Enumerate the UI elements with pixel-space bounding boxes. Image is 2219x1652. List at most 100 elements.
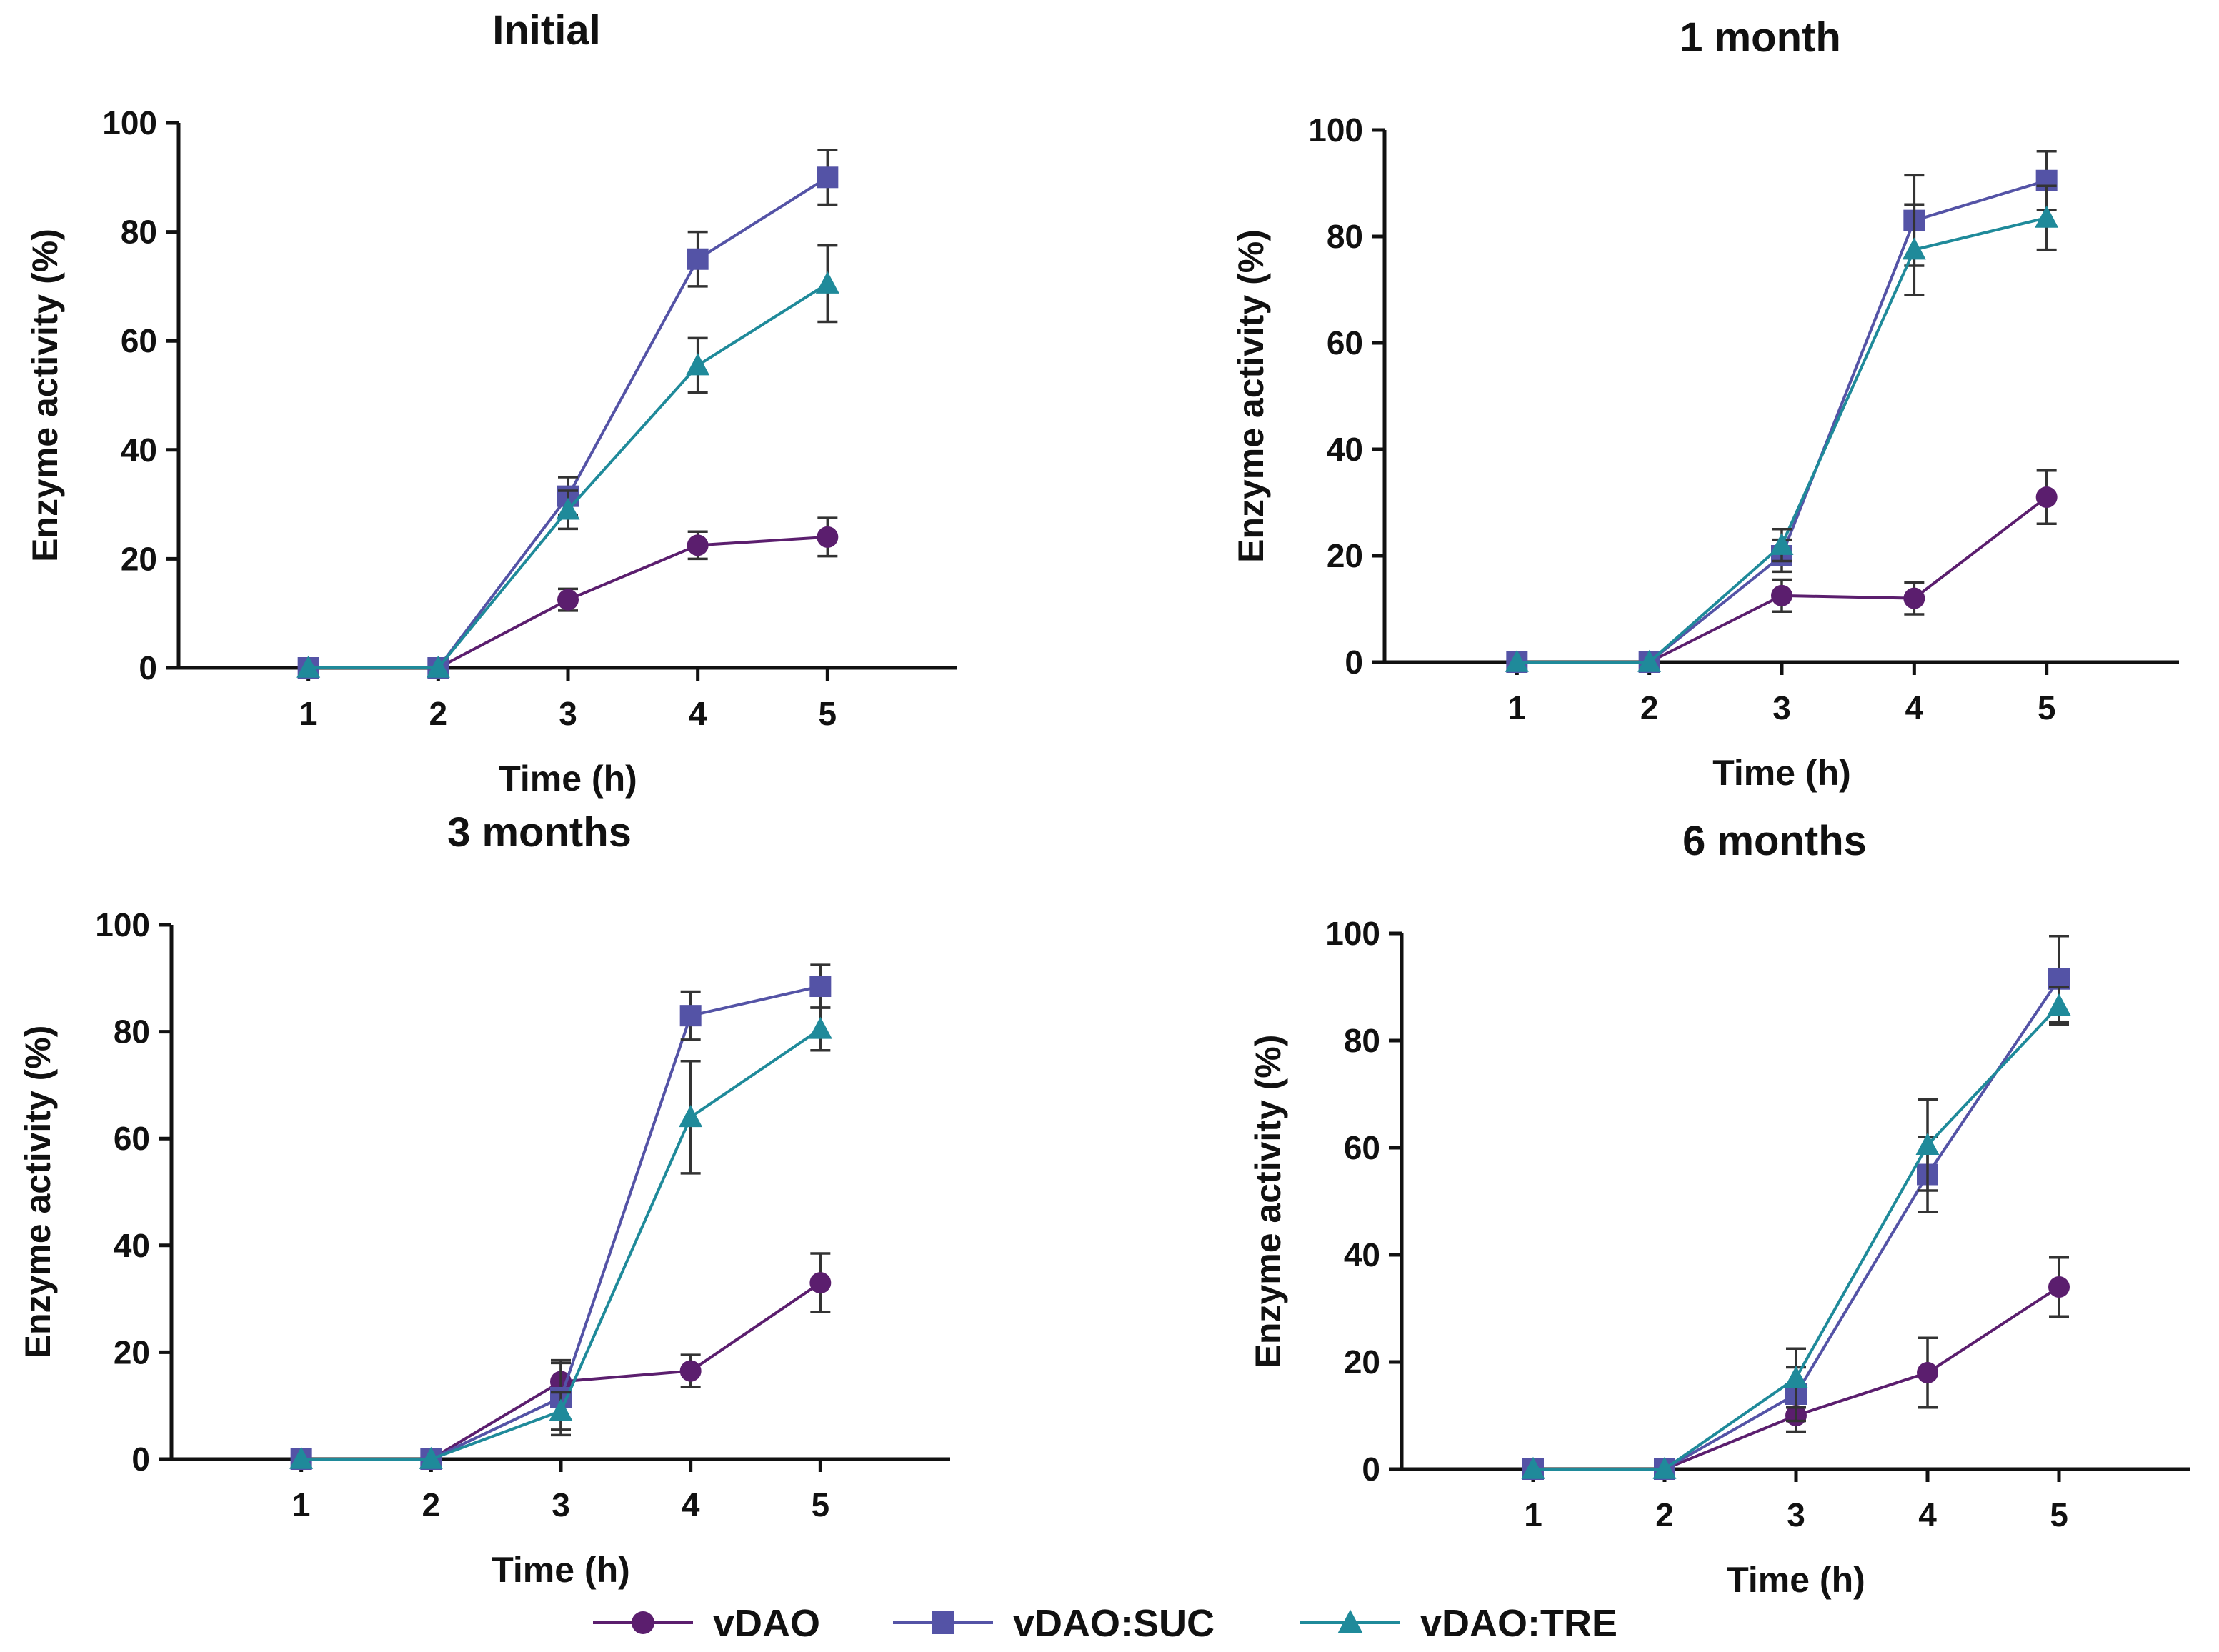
series-vdao-tre (1521, 986, 2071, 1479)
series-vdao-tre (1505, 184, 2059, 672)
y-tick-label: 80 (1344, 1022, 1380, 1059)
x-tick-label: 1 (299, 695, 318, 732)
data-point-vdao-tre (1505, 649, 1529, 672)
chart-panel-initial: Initial 0 20 40 60 80 100 1 2 3 4 5 Time (h) Enzyme a… (25, 7, 957, 799)
x-axis-label: Time (h) (492, 1550, 630, 1590)
y-tick-label: 0 (139, 649, 157, 686)
y-axis-label: Enzyme activity (%) (25, 229, 65, 562)
legend-label: vDAO:SUC (1013, 1602, 1215, 1645)
y-tick-label: 80 (114, 1013, 150, 1051)
data-point-vdao-tre (2047, 993, 2071, 1016)
data-point-vdao-tre (1637, 649, 1662, 672)
chart-panel-6-months: 6 months 0 20 40 60 80 100 1 2 3 4 5 Time (h) Enzyme … (1248, 818, 2190, 1600)
data-point-vdao (817, 526, 839, 548)
data-point-vdao-tre (815, 271, 839, 294)
data-point-vdao-suc (817, 166, 839, 189)
y-axis-label: Enzyme activity (%) (1231, 229, 1271, 563)
x-tick-label: 3 (1772, 689, 1791, 726)
data-point-vdao-tre (556, 497, 580, 520)
series-vdao-tre (296, 244, 839, 678)
legend: vDAO vDAO:SUC vDAO:TRE (593, 1602, 1617, 1645)
data-point-vdao-tre (1521, 1456, 1545, 1479)
data-point-vdao (557, 589, 579, 611)
data-point-vdao (1771, 584, 1792, 606)
y-tick-label: 0 (1362, 1451, 1380, 1488)
chart-title: 1 month (1680, 14, 1841, 61)
legend-item-vdao: vDAO (593, 1602, 820, 1645)
x-tick-label: 1 (1524, 1496, 1542, 1533)
data-point-vdao (2035, 486, 2058, 509)
data-point-vdao (679, 1360, 702, 1382)
y-tick-label: 80 (121, 214, 157, 251)
x-tick-label: 2 (1655, 1496, 1674, 1533)
y-axis-label: Enzyme activity (%) (1248, 1035, 1288, 1368)
data-point-vdao (2048, 1276, 2070, 1298)
data-point-vdao-tre (1915, 1133, 1940, 1156)
x-tick-label: 4 (682, 1486, 700, 1523)
x-tick-label: 1 (292, 1486, 311, 1523)
x-tick-label: 1 (1508, 689, 1527, 726)
data-point-vdao (1903, 587, 1925, 609)
chart-title: 6 months (1682, 818, 1867, 864)
legend-marker (632, 1611, 654, 1634)
y-tick-label: 60 (1344, 1129, 1380, 1166)
y-tick-label: 100 (95, 906, 150, 943)
x-tick-label: 2 (1640, 689, 1659, 726)
legend-marker (932, 1611, 954, 1634)
y-axis-label: Enzyme activity (%) (18, 1026, 58, 1359)
legend-marker (1337, 1609, 1363, 1633)
y-tick-label: 0 (131, 1441, 150, 1478)
chart-title: 3 months (447, 809, 632, 856)
data-point-vdao-tre (549, 1398, 573, 1421)
data-point-vdao-tre (1902, 237, 1926, 260)
x-axis-label: Time (h) (1727, 1560, 1865, 1600)
y-tick-label: 40 (1327, 431, 1363, 468)
x-tick-label: 5 (819, 695, 837, 732)
data-point-vdao-tre (1770, 532, 1794, 555)
y-tick-label: 0 (1345, 644, 1363, 681)
data-point-vdao-tre (426, 655, 450, 678)
data-point-vdao (1917, 1362, 1938, 1383)
x-tick-label: 4 (689, 695, 707, 732)
data-point-vdao (687, 534, 709, 556)
data-point-vdao-suc (687, 248, 709, 270)
data-point-vdao-tre (1784, 1366, 1808, 1388)
y-tick-label: 40 (114, 1227, 150, 1264)
x-tick-label: 5 (2038, 689, 2056, 726)
chart-title: Initial (492, 7, 600, 54)
y-tick-label: 40 (121, 431, 157, 469)
chart-panel-1-month: 1 month 0 20 40 60 80 100 1 2 3 4 5 Time (h) Enzyme a… (1231, 14, 2179, 793)
data-point-vdao-tre (1652, 1456, 1677, 1479)
data-point-vdao-tre (686, 353, 710, 376)
data-point-vdao-tre (679, 1105, 703, 1128)
x-tick-label: 5 (2050, 1496, 2068, 1533)
data-point-vdao-tre (289, 1446, 314, 1469)
x-tick-label: 4 (1905, 689, 1924, 726)
y-tick-label: 100 (1325, 915, 1380, 952)
data-point-vdao-suc (809, 976, 832, 998)
x-tick-label: 5 (812, 1486, 830, 1523)
y-tick-label: 20 (114, 1333, 150, 1371)
y-tick-label: 20 (121, 540, 157, 577)
data-point-vdao-tre (419, 1446, 443, 1469)
data-point-vdao-tre (296, 655, 321, 678)
series-vdao (297, 516, 839, 679)
x-tick-label: 3 (1787, 1496, 1805, 1533)
data-point-vdao-suc (679, 1005, 702, 1027)
y-tick-label: 60 (114, 1120, 150, 1157)
x-axis-label: Time (h) (499, 759, 637, 799)
chart-panel-3-months: 3 months 0 20 40 60 80 100 1 2 3 4 5 Time (h) Enzyme … (18, 809, 950, 1590)
legend-label: vDAO (713, 1602, 820, 1645)
series-vdao-tre (289, 1006, 832, 1469)
x-tick-label: 4 (1918, 1496, 1937, 1533)
x-tick-label: 3 (559, 695, 577, 732)
legend-item-vdao-suc: vDAO:SUC (893, 1602, 1215, 1645)
y-tick-label: 20 (1344, 1343, 1380, 1381)
x-tick-label: 2 (422, 1486, 441, 1523)
x-tick-label: 2 (429, 695, 448, 732)
y-tick-label: 20 (1327, 537, 1363, 574)
y-tick-label: 60 (1327, 324, 1363, 361)
data-point-vdao-tre (2035, 205, 2059, 228)
